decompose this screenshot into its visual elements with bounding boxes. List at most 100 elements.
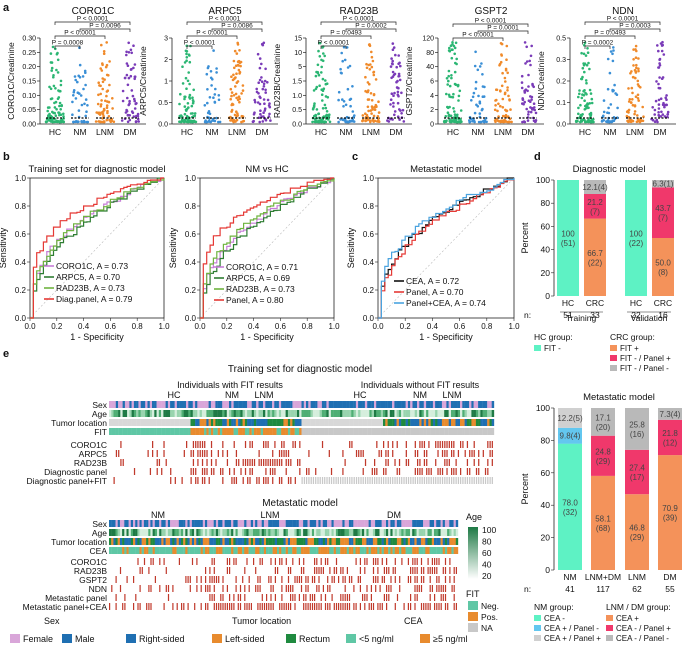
y-tick-label: 0.15 (22, 79, 36, 86)
hit-cell (238, 459, 240, 466)
fit-cell (344, 428, 347, 435)
data-point (401, 108, 405, 112)
data-point (264, 67, 267, 71)
hit-cell (442, 594, 444, 601)
age-cell (318, 529, 321, 536)
sex-cell (437, 401, 440, 408)
fit-cell (274, 428, 277, 435)
sex-cell (233, 401, 237, 408)
sex-cell (355, 401, 359, 408)
hit-cell (441, 468, 444, 475)
hit-cell (298, 558, 300, 565)
hit-cell (244, 603, 246, 610)
fit-cell (396, 428, 400, 435)
location-cell (204, 419, 207, 426)
data-point (581, 113, 584, 116)
fit-cell (181, 428, 184, 435)
age-cell (183, 410, 187, 417)
category-label: DM (663, 572, 676, 582)
data-point (366, 81, 370, 84)
data-point (607, 120, 610, 124)
y-tick-label: 1.0 (363, 174, 375, 183)
bar-segment (557, 180, 579, 296)
data-point (636, 79, 640, 83)
age-cell (231, 529, 234, 536)
data-point (374, 104, 378, 108)
sex-cell (480, 401, 483, 408)
age-cell (444, 410, 447, 417)
roc-curve (378, 178, 515, 319)
hit-cell (115, 576, 117, 583)
na-cell (367, 477, 369, 484)
location-cell (119, 538, 123, 545)
data-point (395, 80, 398, 84)
hit-cell (247, 459, 249, 466)
group-label: NM (603, 127, 616, 137)
roc-curve (200, 177, 334, 319)
sex-cell (255, 520, 258, 527)
location-cell (285, 538, 289, 545)
hit-cell (226, 603, 228, 610)
data-point (257, 92, 260, 95)
age-cell (407, 529, 411, 536)
fit-cell (369, 428, 372, 435)
y-tick-label: 60 (541, 468, 551, 478)
location-cell (127, 419, 130, 426)
cea-cell (198, 547, 201, 554)
data-point (230, 108, 234, 112)
hit-cell (342, 450, 344, 457)
panel-b-roc-curves: Training set for diagnostic model0.00.00… (0, 164, 340, 342)
legend-title: CEA (404, 616, 423, 626)
data-point (523, 91, 527, 94)
age-cell (320, 529, 323, 536)
data-point (635, 120, 639, 124)
hit-cell (381, 603, 383, 610)
hit-cell (487, 441, 489, 448)
data-point (130, 51, 133, 55)
significance-bracket (320, 35, 372, 39)
data-point (230, 91, 234, 94)
data-point (527, 73, 530, 77)
location-cell (377, 538, 380, 545)
location-cell (266, 538, 269, 545)
data-point (261, 87, 265, 91)
location-cell (491, 419, 495, 426)
data-point (212, 119, 215, 122)
hit-cell (444, 459, 446, 466)
na-cell (337, 477, 339, 484)
hit-cell (192, 450, 195, 457)
data-point (183, 105, 187, 108)
hit-cell (256, 477, 258, 484)
data-point (365, 90, 369, 94)
legend-label: <5 ng/ml (359, 634, 394, 644)
data-point (235, 118, 239, 122)
hit-cell (438, 558, 440, 565)
data-point (81, 75, 85, 78)
hit-cell (152, 558, 154, 565)
hit-cell (190, 477, 192, 484)
data-point (580, 51, 583, 55)
age-cell (253, 529, 256, 536)
hit-cell (309, 594, 311, 601)
hit-cell (249, 441, 251, 448)
data-point (578, 92, 581, 96)
hit-cell (299, 468, 301, 475)
data-point (479, 120, 483, 124)
fit-cell (387, 428, 391, 435)
hit-cell (124, 603, 126, 610)
data-point (126, 120, 130, 124)
data-point (235, 81, 239, 84)
row-label: Tumor location (51, 418, 107, 428)
na-cell (335, 477, 337, 484)
data-point (74, 97, 78, 100)
sex-cell (165, 401, 169, 408)
data-point (393, 91, 396, 95)
hit-cell (270, 585, 272, 592)
age-cell (359, 529, 363, 536)
fit-cell (115, 428, 119, 435)
hit-cell (274, 576, 276, 583)
segment-label: (39) (663, 514, 678, 523)
hit-cell (342, 603, 344, 610)
row-label: Diagnostic panel+FIT (26, 476, 107, 486)
data-point (655, 118, 659, 122)
